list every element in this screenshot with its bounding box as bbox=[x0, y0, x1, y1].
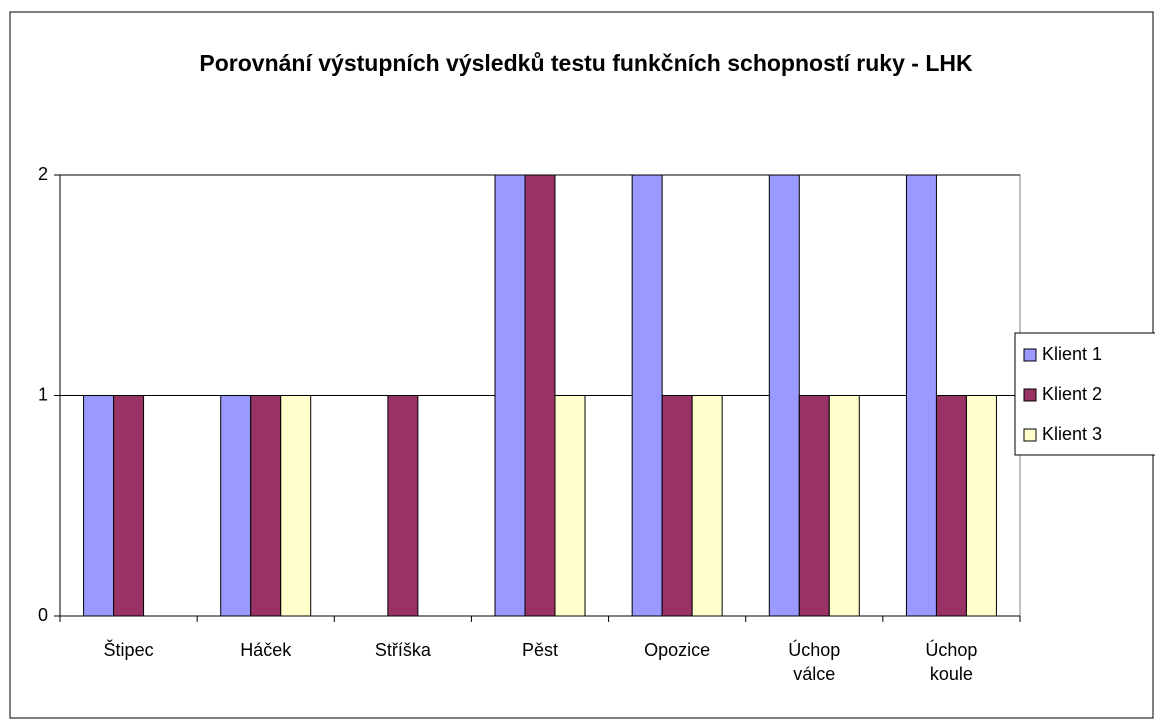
x-tick-label: Štipec bbox=[103, 640, 154, 660]
bar bbox=[965, 395, 997, 617]
legend-box bbox=[1014, 332, 1155, 456]
legend-label: Klient 3 bbox=[1042, 424, 1102, 444]
chart-title: Porovnání výstupních výsledků testu funk… bbox=[199, 50, 973, 76]
legend-label: Klient 1 bbox=[1042, 344, 1102, 364]
bar bbox=[828, 395, 860, 617]
y-tick-label: 2 bbox=[38, 164, 48, 184]
legend-swatch bbox=[1023, 388, 1037, 402]
x-tick-label: Háček bbox=[240, 640, 292, 660]
bar bbox=[387, 395, 419, 617]
y-tick-label: 1 bbox=[38, 384, 48, 404]
x-tick-label: Úchop válce bbox=[788, 640, 841, 684]
legend-swatch bbox=[1023, 348, 1037, 362]
bar bbox=[768, 174, 800, 617]
bar bbox=[250, 395, 282, 617]
bar bbox=[494, 174, 526, 617]
bar bbox=[935, 395, 967, 617]
x-tick-label: Pěst bbox=[521, 640, 559, 660]
bar bbox=[113, 395, 145, 617]
x-tick-label: Úchop koule bbox=[925, 640, 978, 684]
bar bbox=[905, 174, 937, 617]
y-tick-label: 0 bbox=[38, 605, 48, 625]
bar bbox=[280, 395, 312, 617]
bar bbox=[220, 395, 252, 617]
bar bbox=[524, 174, 556, 617]
legend-label: Klient 2 bbox=[1042, 384, 1102, 404]
x-tick-label: Stříška bbox=[374, 640, 431, 660]
bar bbox=[798, 395, 830, 617]
x-tick-label: Opozice bbox=[644, 640, 711, 660]
bar bbox=[83, 395, 115, 617]
bar bbox=[554, 395, 586, 617]
bar bbox=[631, 174, 663, 617]
bar bbox=[661, 395, 693, 617]
legend-swatch bbox=[1023, 428, 1037, 442]
bar bbox=[691, 395, 723, 617]
